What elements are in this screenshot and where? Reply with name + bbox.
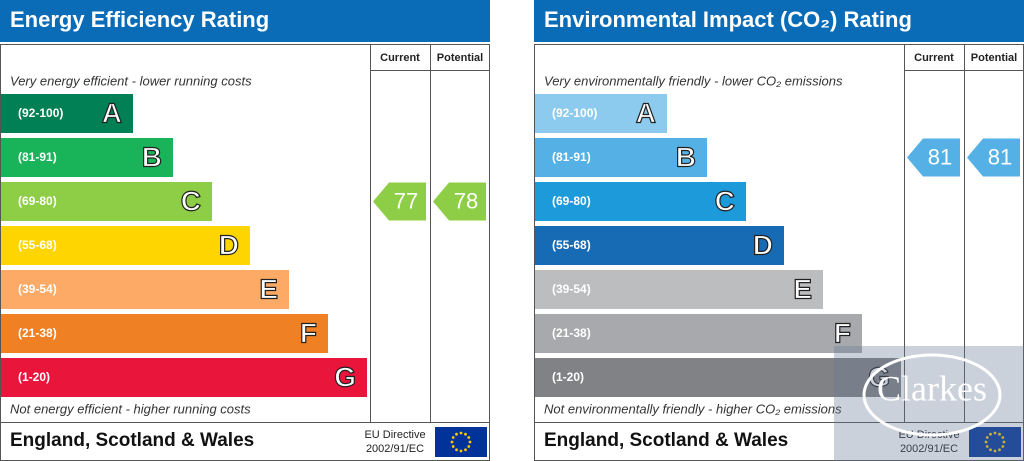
eu-star (1001, 445, 1005, 448)
band-letter: F (300, 317, 317, 348)
band-range: (1-20) (18, 370, 50, 384)
band-letter: F (834, 317, 851, 348)
band-letter: C (715, 185, 735, 216)
band-bar (535, 270, 823, 309)
eu-star (998, 432, 1001, 436)
eu-star (993, 431, 997, 435)
eu-star (459, 431, 463, 435)
band-range: (55-68) (552, 238, 591, 252)
eu-star (468, 440, 472, 444)
band-range: (69-80) (18, 194, 57, 208)
watermark: Clarkes (877, 368, 987, 408)
eu-star (464, 432, 467, 436)
region: England, Scotland & Wales (544, 430, 788, 451)
directive: 2002/91/EC (366, 443, 424, 455)
top-note: Very environmentally friendly - lower CO… (544, 73, 843, 88)
rating-arrow (373, 182, 426, 221)
title-bar (534, 0, 1024, 42)
eu-star (984, 440, 988, 444)
band-bar (1, 314, 328, 353)
band-range: (69-80) (552, 194, 591, 208)
band-bar (1, 94, 133, 133)
band-letter: B (676, 141, 696, 172)
band-bar (1, 226, 250, 265)
directive: EU Directive (364, 429, 425, 441)
band-bar (1, 182, 212, 221)
rating-arrow (433, 182, 486, 221)
bottom-note: Not energy efficient - higher running co… (10, 401, 251, 416)
band-letter: C (181, 185, 201, 216)
band-letter: G (334, 361, 356, 392)
band-range: (39-54) (18, 282, 57, 296)
top-note: Very energy efficient - lower running co… (10, 73, 252, 88)
eu-star (993, 449, 997, 453)
band-letter: G (868, 361, 890, 392)
rating-value: 78 (454, 188, 478, 213)
band-range: (81-91) (18, 150, 57, 164)
column-header: Current (380, 52, 420, 64)
watermark-ring (862, 353, 1002, 437)
band-bar (535, 94, 667, 133)
band-bar (535, 182, 746, 221)
band-range: (81-91) (552, 150, 591, 164)
eu-star (459, 449, 463, 453)
eu-star (464, 448, 467, 452)
band-bar (535, 226, 784, 265)
eu-star (455, 448, 458, 452)
eu-star (451, 445, 455, 448)
panel-title: Environmental Impact (CO₂) Rating (544, 7, 912, 32)
title-bar (0, 0, 490, 42)
column-header: Potential (971, 52, 1017, 64)
band-letter: D (219, 229, 239, 260)
panel: Environmental Impact (CO₂) Rating Current… (534, 0, 1024, 461)
rating-value: 77 (394, 188, 418, 213)
band-range: (55-68) (18, 238, 57, 252)
band-letter: A (636, 97, 656, 128)
band-bar (1, 358, 367, 397)
band-bar (1, 138, 173, 177)
rating-arrow (907, 138, 960, 177)
eu-star (985, 445, 989, 448)
eu-star (450, 440, 454, 444)
eu-star (1001, 436, 1005, 439)
band-range: (92-100) (18, 106, 63, 120)
rating-value: 81 (928, 144, 952, 169)
band-bar (535, 314, 862, 353)
panel-title: Energy Efficiency Rating (10, 7, 269, 32)
band-range: (39-54) (552, 282, 591, 296)
band-range: (21-38) (552, 326, 591, 340)
band-range: (1-20) (552, 370, 584, 384)
eu-star (467, 436, 471, 439)
region: England, Scotland & Wales (10, 430, 254, 451)
column-header: Potential (437, 52, 483, 64)
band-range: (92-100) (552, 106, 597, 120)
rating-arrow (967, 138, 1020, 177)
eu-star (998, 448, 1001, 452)
band-range: (21-38) (18, 326, 57, 340)
eu-star (985, 436, 989, 439)
band-bar (535, 138, 707, 177)
eu-star (455, 432, 458, 436)
eu-star (1002, 440, 1006, 444)
eu-star (451, 436, 455, 439)
band-letter: E (793, 273, 812, 304)
band-letter: B (142, 141, 162, 172)
band-letter: E (259, 273, 278, 304)
rating-value: 81 (988, 144, 1012, 169)
directive: 2002/91/EC (900, 443, 958, 455)
bottom-note: Not environmentally friendly - higher CO… (544, 401, 842, 416)
eu-star (989, 432, 992, 436)
eu-flag (435, 427, 487, 457)
eu-star (467, 445, 471, 448)
band-letter: D (753, 229, 773, 260)
band-bar (1, 270, 289, 309)
panel: Energy Efficiency Rating Current Potential… (0, 0, 490, 461)
eu-star (989, 448, 992, 452)
watermark-shape (834, 346, 1024, 461)
band-bar (535, 358, 901, 397)
column-header: Current (914, 52, 954, 64)
band-letter: A (102, 97, 122, 128)
